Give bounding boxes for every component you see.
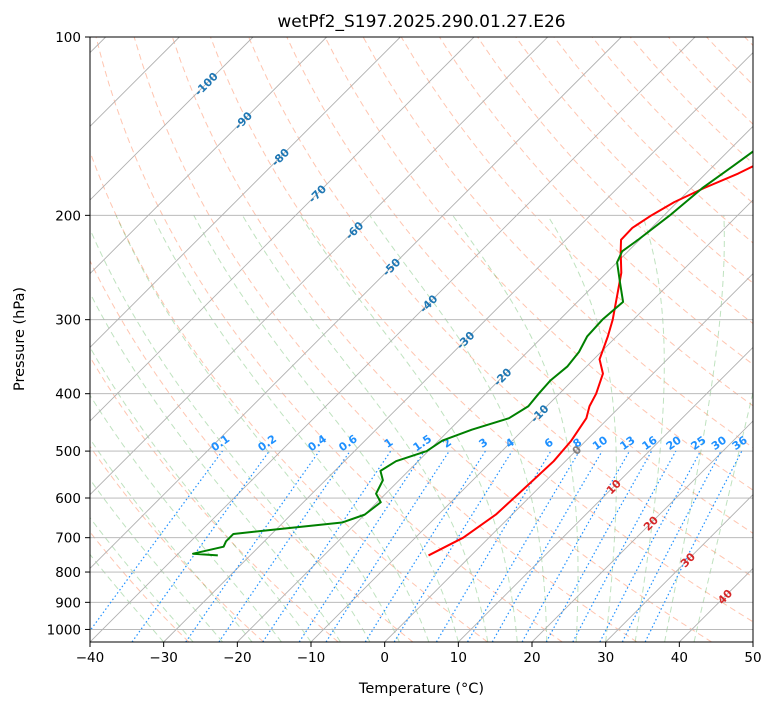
dewpoint-profile-line bbox=[193, 37, 775, 555]
moist-adiabat bbox=[84, 215, 370, 642]
dry-adiabat bbox=[0, 37, 338, 642]
dry-adiabat bbox=[134, 37, 637, 642]
y-tick-label: 200 bbox=[55, 208, 81, 224]
mixing-ratio-label: 1 bbox=[382, 436, 396, 451]
dry-adiabat bbox=[0, 37, 189, 642]
mixing-ratio-line bbox=[82, 451, 223, 642]
dry-adiabat bbox=[554, 37, 775, 642]
moist-adiabat bbox=[453, 215, 578, 642]
isotherm-line bbox=[532, 37, 775, 642]
isotherm-label: -20 bbox=[491, 365, 514, 388]
mixing-ratio-line bbox=[546, 451, 651, 642]
x-tick-label: 50 bbox=[744, 650, 761, 666]
isotherm-label: -70 bbox=[306, 182, 329, 205]
moist-adiabat bbox=[5, 215, 281, 642]
y-tick-label: 400 bbox=[55, 387, 81, 403]
x-tick-label: 40 bbox=[671, 650, 688, 666]
dry-adiabat bbox=[20, 37, 413, 642]
dry-adiabat bbox=[668, 37, 775, 642]
isotherm-label: -10 bbox=[528, 402, 551, 425]
dry-adiabat bbox=[745, 37, 775, 642]
isotherm-label: -100 bbox=[192, 70, 221, 99]
mixing-ratio-line bbox=[468, 451, 580, 642]
dry-adiabat bbox=[0, 37, 264, 642]
mixing-ratio-line bbox=[326, 451, 449, 642]
moist-adiabat bbox=[300, 215, 517, 642]
isotherm-label: 20 bbox=[641, 513, 661, 533]
isotherm-line bbox=[385, 37, 775, 642]
moist-adiabat bbox=[0, 215, 193, 642]
moist-adiabat bbox=[194, 215, 459, 642]
isotherm-line bbox=[753, 37, 775, 642]
temperature-profile-line bbox=[429, 37, 775, 555]
mixing-ratio-label: 20 bbox=[664, 433, 684, 453]
x-tick-label: −30 bbox=[149, 650, 178, 666]
mixing-ratio-label: 3 bbox=[477, 436, 491, 451]
mixing-ratio-label: 6 bbox=[542, 436, 556, 451]
isotherm-line bbox=[458, 37, 775, 642]
isotherm-label: -90 bbox=[232, 109, 255, 132]
x-axis-label: Temperature (°C) bbox=[358, 681, 484, 697]
y-tick-label: 900 bbox=[55, 595, 81, 611]
y-tick-label: 1000 bbox=[47, 622, 81, 638]
isotherm-line bbox=[679, 37, 775, 642]
dry-adiabat bbox=[58, 37, 488, 642]
isotherm-line bbox=[0, 37, 253, 642]
y-tick-label: 600 bbox=[55, 491, 81, 507]
moist-adiabat bbox=[152, 215, 429, 642]
moist-adiabat bbox=[635, 215, 664, 642]
x-tick-label: 10 bbox=[450, 650, 467, 666]
isotherm-line bbox=[90, 37, 695, 642]
isotherm-label: 30 bbox=[678, 550, 698, 570]
y-tick-label: 700 bbox=[55, 531, 81, 547]
mixing-ratio-label: 16 bbox=[640, 433, 660, 453]
dry-adiabat bbox=[707, 37, 775, 642]
isotherm-label: 40 bbox=[715, 587, 735, 607]
mixing-ratio-label: 13 bbox=[617, 434, 637, 453]
y-tick-label: 100 bbox=[55, 30, 81, 46]
isotherm-line bbox=[0, 37, 327, 642]
x-tick-label: 20 bbox=[523, 650, 540, 666]
y-tick-label: 500 bbox=[55, 444, 81, 460]
y-axis-label: Pressure (hPa) bbox=[12, 287, 28, 391]
isotherm-label: -30 bbox=[454, 329, 477, 352]
x-tick-label: −40 bbox=[76, 650, 105, 666]
isotherm-label: -40 bbox=[417, 292, 440, 315]
x-tick-label: −20 bbox=[223, 650, 252, 666]
mixing-ratio-line bbox=[299, 451, 424, 642]
mixing-ratio-line bbox=[219, 451, 350, 642]
isotherm-label: -50 bbox=[380, 255, 403, 278]
x-tick-label: 0 bbox=[380, 650, 389, 666]
isotherm-line bbox=[311, 37, 775, 642]
isotherm-line bbox=[237, 37, 775, 642]
x-tick-label: 30 bbox=[597, 650, 614, 666]
dry-adiabat bbox=[592, 37, 775, 642]
isotherm-label: 10 bbox=[604, 477, 624, 497]
moist-adiabat bbox=[370, 215, 547, 642]
isotherm-label: -60 bbox=[343, 219, 366, 242]
mixing-ratio-label: 10 bbox=[590, 433, 610, 453]
y-tick-label: 300 bbox=[55, 313, 81, 329]
y-tick-label: 800 bbox=[55, 565, 81, 581]
mixing-ratio-line bbox=[573, 451, 676, 642]
mixing-ratio-label: 36 bbox=[730, 433, 750, 453]
mixing-ratio-label: 25 bbox=[688, 434, 708, 453]
mixing-ratio-line bbox=[263, 451, 391, 642]
isotherm-label: -80 bbox=[269, 146, 292, 169]
plot-frame bbox=[90, 37, 753, 642]
chart-title: wetPf2_S197.2025.290.01.27.E26 bbox=[277, 12, 565, 32]
moist-adiabat bbox=[694, 215, 775, 642]
isotherm-line bbox=[16, 37, 621, 642]
moist-adiabat bbox=[0, 215, 164, 642]
dry-adiabat bbox=[478, 37, 775, 642]
dry-adiabat bbox=[96, 37, 562, 642]
mixing-ratio-label: 30 bbox=[709, 433, 729, 453]
dry-adiabat bbox=[516, 37, 775, 642]
x-tick-label: −10 bbox=[297, 650, 326, 666]
moist-adiabat bbox=[0, 215, 252, 642]
